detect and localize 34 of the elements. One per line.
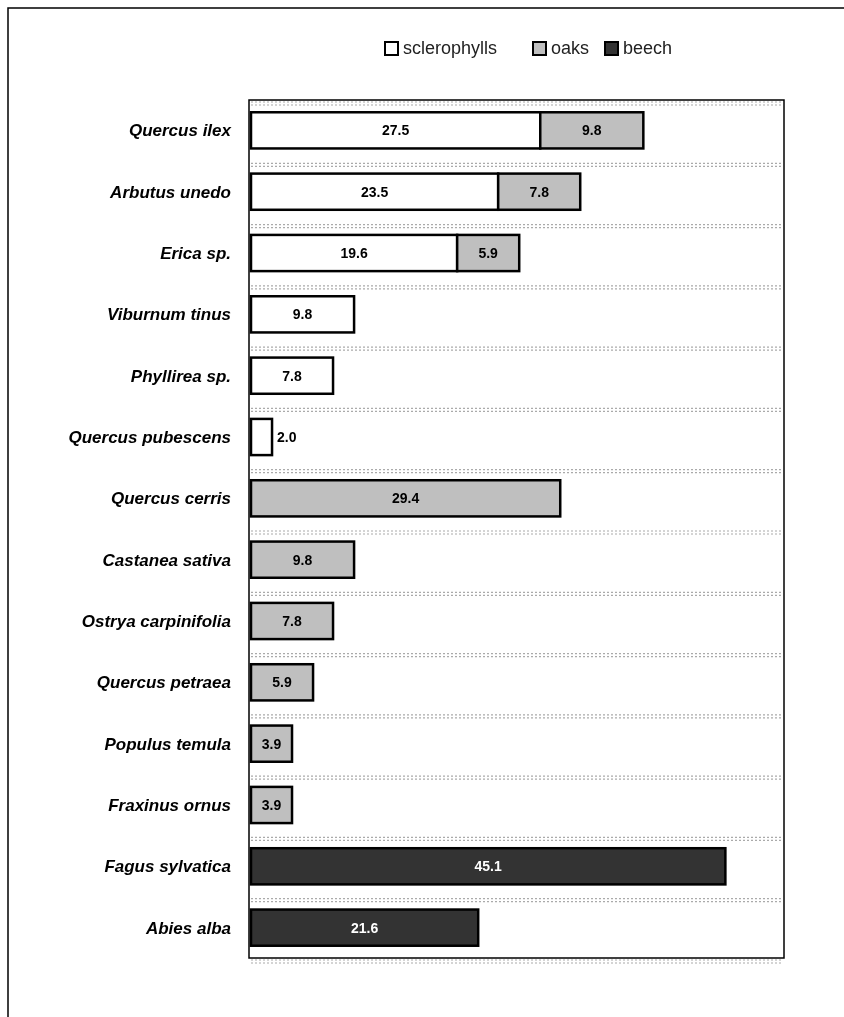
- y-tick-label: Abies alba: [144, 918, 231, 938]
- y-tick-label: Ostrya carpinifolia: [81, 611, 231, 631]
- y-tick-label: Phyllirea sp.: [130, 366, 231, 386]
- data-label: 7.8: [282, 367, 302, 384]
- y-tick-label: Fraxinus ornus: [108, 795, 231, 815]
- data-label: 45.1: [474, 858, 503, 875]
- data-label: 27.5: [382, 122, 410, 139]
- data-label: 29.4: [391, 490, 420, 507]
- data-label: 23.5: [360, 183, 389, 200]
- y-tick-label: Quercus ilex: [128, 121, 233, 141]
- data-label: 9.8: [582, 122, 602, 139]
- y-tick-label: Viburnum tinus: [106, 305, 231, 325]
- y-tick-label: Quercus petraea: [96, 673, 231, 693]
- data-label: 21.6: [350, 919, 379, 936]
- y-tick-label: Erica sp.: [160, 243, 231, 263]
- legend-label: beech: [623, 38, 673, 58]
- data-label: 9.8: [292, 551, 313, 568]
- data-label: 5.9: [272, 674, 292, 691]
- data-label: 9.8: [292, 306, 313, 323]
- data-label: 3.9: [261, 735, 282, 752]
- data-label: 7.8: [282, 612, 302, 629]
- y-tick-label: Quercus pubescens: [68, 427, 231, 447]
- data-label: 5.9: [478, 244, 499, 261]
- data-label: 2.0: [277, 428, 297, 445]
- y-tick-label: Quercus cerris: [110, 489, 231, 509]
- legend-label: sclerophylls: [403, 38, 498, 58]
- y-tick-label: Arbutus unedo: [109, 182, 231, 202]
- y-tick-label: Castanea sativa: [102, 550, 231, 570]
- data-label: 19.6: [340, 244, 368, 261]
- data-label: 7.8: [529, 183, 550, 200]
- data-label: 3.9: [261, 796, 282, 813]
- y-tick-label: Fagus sylvatica: [104, 857, 231, 877]
- legend-label: oaks: [551, 38, 590, 58]
- y-tick-label: Populus temula: [104, 734, 231, 754]
